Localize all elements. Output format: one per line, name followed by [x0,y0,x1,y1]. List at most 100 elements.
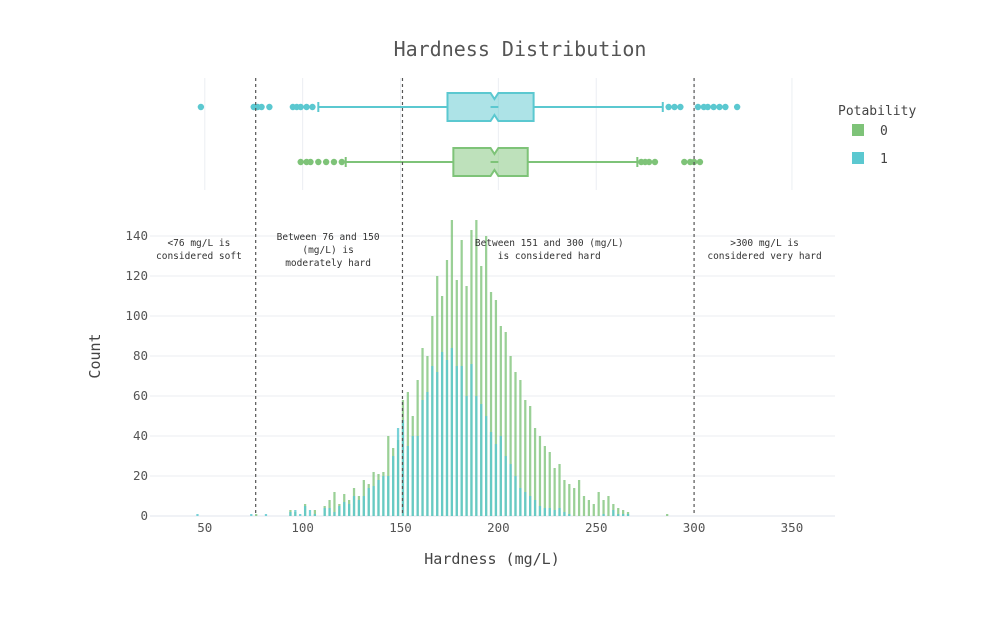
bar-0-188.75 [475,220,478,516]
bar-1-126.25 [352,496,356,516]
bar-0-286.25 [666,514,669,516]
bar-1-166.25 [431,366,434,516]
annotation-3-line-0: >300 mg/L is [730,238,799,249]
x-tick-200: 200 [487,520,510,535]
bar-0-208.75 [514,372,517,516]
bar-1-176.25 [450,348,454,516]
outlier-0-108 [315,158,322,166]
y-axis-title: Count [86,333,104,378]
outlier-1-322 [733,103,741,111]
bar-0-203.75 [504,332,507,516]
annotation-1-line-1: (mg/L) is [302,245,353,256]
bar-0-263.75 [622,510,625,516]
boxplot-0 [297,147,704,177]
outlier-0-303 [696,158,704,166]
bar-1-253.75 [602,514,605,516]
legend-label-0: 0 [880,124,888,139]
bar-1-136.25 [372,486,375,516]
bar-1-96.25 [294,510,297,516]
outlier-1-290 [671,103,678,111]
bar-0-261.25 [617,508,620,516]
bar-0-233.75 [563,480,566,516]
bar-0-218.75 [533,428,537,516]
bar-1-263.75 [622,514,625,516]
x-axis-title: Hardness (mg/L) [424,550,559,568]
bar-0-211.25 [519,380,522,516]
bar-1-128.75 [357,500,361,516]
bar-1-221.25 [538,506,542,516]
bar-1-133.75 [367,488,370,516]
annotation-0-line-0: <76 mg/L is [167,238,230,249]
chart-title: Hardness Distribution [394,37,647,61]
bar-0-193.75 [485,236,488,516]
bar-1-131.25 [362,496,365,516]
bar-1-73.75 [250,514,253,516]
bar-1-236.25 [568,514,571,516]
outlier-1-99 [297,103,304,111]
bar-1-206.25 [509,464,512,516]
annotation-3: >300 mg/L is considered very hard [707,238,821,262]
bar-1-153.75 [406,446,409,516]
annotation-1-line-0: Between 76 and 150 [277,232,380,243]
bar-0-221.25 [538,436,542,516]
bar-1-106.25 [313,514,317,516]
y-tick-60: 60 [133,388,148,403]
bar-1-158.75 [416,436,419,516]
bar-0-106.25 [313,510,317,516]
annotation-2-line-0: Between 151 and 300 (mg/L) [475,238,624,249]
outlier-1-313 [716,103,723,111]
bar-1-213.75 [524,492,527,516]
legend-label-1: 1 [880,152,888,167]
outlier-0-104 [307,158,314,166]
bar-1-118.75 [338,506,341,516]
y-tick-100: 100 [125,308,148,323]
bar-1-161.25 [421,400,424,516]
bar-1-141.25 [382,476,385,516]
bar-1-201.25 [499,436,502,516]
bar-0-206.25 [509,356,512,516]
bar-1-168.75 [436,372,439,516]
x-tick-100: 100 [291,520,314,535]
bar-1-203.75 [504,456,507,516]
bar-1-258.75 [612,510,615,516]
bar-1-226.25 [548,508,551,516]
bar-1-123.75 [348,504,351,516]
bar-0-116.25 [333,492,336,516]
legend-swatch-0 [852,124,864,136]
bar-0-246.25 [587,500,591,516]
x-tick-350: 350 [781,520,804,535]
bar-1-228.75 [553,510,556,516]
annotation-0-line-1: considered soft [156,251,242,262]
outlier-1-310 [710,103,717,111]
legend-item-1[interactable]: 1 [852,152,888,167]
outlier-0-120 [338,158,345,166]
bar-1-208.75 [514,476,517,516]
bar-1-93.75 [289,512,292,516]
y-tick-40: 40 [133,428,148,443]
bar-1-146.25 [392,456,395,516]
outlier-0-277 [645,158,653,166]
bar-1-98.75 [299,514,302,516]
bar-1-116.25 [333,512,336,516]
bar-0-253.75 [602,500,605,516]
bar-1-186.25 [470,364,473,516]
bar-1-173.75 [445,360,449,516]
legend-item-0[interactable]: 0 [852,124,888,139]
bar-0-223.75 [543,446,546,516]
outlier-0-112 [322,158,330,166]
bar-1-218.75 [533,500,537,516]
outlier-0-116 [330,158,338,166]
bar-1-196.25 [489,432,493,516]
bar-0-191.25 [480,266,483,516]
x-tick-300: 300 [683,520,706,535]
legend-title: Potability [838,104,916,119]
x-tick-150: 150 [389,520,412,535]
bar-0-216.25 [529,406,532,516]
outlier-1-79 [258,103,265,111]
outlier-1-102 [303,103,310,111]
outlier-1-287 [665,103,672,111]
bar-1-156.25 [411,436,414,516]
bar-0-226.25 [548,452,551,516]
bar-0-231.25 [558,464,561,516]
